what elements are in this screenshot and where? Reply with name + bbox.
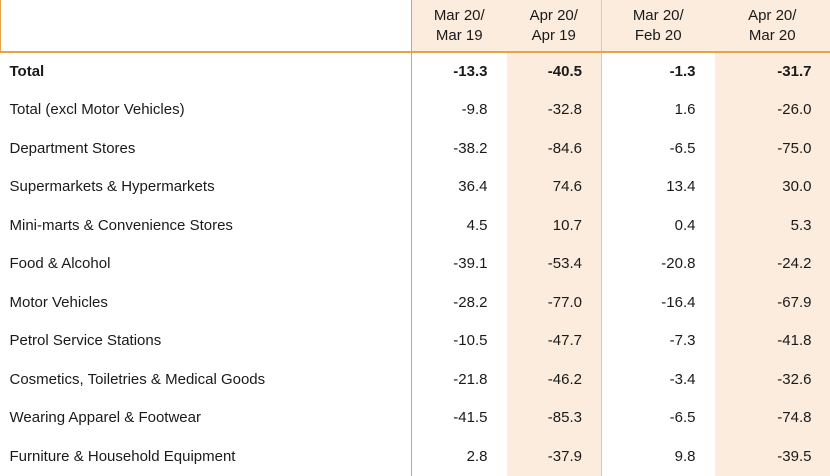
value-cell: -53.4 xyxy=(507,245,602,284)
table-row: Total-13.3-40.5-1.3-31.7 xyxy=(1,52,830,91)
value-cell: -37.9 xyxy=(507,437,602,476)
value-cell: 30.0 xyxy=(715,168,830,207)
value-cell: -1.3 xyxy=(602,52,715,91)
value-cell: -10.5 xyxy=(412,322,507,361)
value-cell: -47.7 xyxy=(507,322,602,361)
value-cell: 1.6 xyxy=(602,91,715,130)
value-cell: -38.2 xyxy=(412,129,507,168)
value-cell: -67.9 xyxy=(715,283,830,322)
value-cell: -16.4 xyxy=(602,283,715,322)
value-cell: -39.1 xyxy=(412,245,507,284)
value-cell: -13.3 xyxy=(412,52,507,91)
column-header-line: Apr 19 xyxy=(508,26,601,46)
column-header-line: Apr 20/ xyxy=(508,6,601,26)
value-cell: 5.3 xyxy=(715,206,830,245)
value-cell: -40.5 xyxy=(507,52,602,91)
value-cell: 74.6 xyxy=(507,168,602,207)
column-header-apr20-mar20: Apr 20/ Mar 20 xyxy=(715,0,830,52)
row-label: Furniture & Household Equipment xyxy=(1,437,412,476)
value-cell: 9.8 xyxy=(602,437,715,476)
column-header-line: Mar 20/ xyxy=(413,6,506,26)
value-cell: -32.6 xyxy=(715,360,830,399)
value-cell: -9.8 xyxy=(412,91,507,130)
table-row: Department Stores-38.2-84.6-6.5-75.0 xyxy=(1,129,830,168)
value-cell: -24.2 xyxy=(715,245,830,284)
header-row: Mar 20/ Mar 19 Apr 20/ Apr 19 Mar 20/ Fe… xyxy=(1,0,830,52)
row-label: Supermarkets & Hypermarkets xyxy=(1,168,412,207)
column-header-mar20-feb20: Mar 20/ Feb 20 xyxy=(602,0,715,52)
row-label: Mini-marts & Convenience Stores xyxy=(1,206,412,245)
column-header-line: Mar 20/ xyxy=(603,6,714,26)
value-cell: 36.4 xyxy=(412,168,507,207)
value-cell: -3.4 xyxy=(602,360,715,399)
value-cell: -26.0 xyxy=(715,91,830,130)
value-cell: 2.8 xyxy=(412,437,507,476)
value-cell: -7.3 xyxy=(602,322,715,361)
value-cell: -84.6 xyxy=(507,129,602,168)
column-header-apr20-apr19: Apr 20/ Apr 19 xyxy=(507,0,602,52)
value-cell: 4.5 xyxy=(412,206,507,245)
row-label: Food & Alcohol xyxy=(1,245,412,284)
value-cell: -39.5 xyxy=(715,437,830,476)
value-cell: 10.7 xyxy=(507,206,602,245)
table-header: Mar 20/ Mar 19 Apr 20/ Apr 19 Mar 20/ Fe… xyxy=(1,0,830,52)
value-cell: -75.0 xyxy=(715,129,830,168)
row-label: Wearing Apparel & Footwear xyxy=(1,399,412,438)
value-cell: -41.8 xyxy=(715,322,830,361)
value-cell: -74.8 xyxy=(715,399,830,438)
row-label: Department Stores xyxy=(1,129,412,168)
row-label: Petrol Service Stations xyxy=(1,322,412,361)
column-header-line: Feb 20 xyxy=(603,26,714,46)
value-cell: -85.3 xyxy=(507,399,602,438)
value-cell: -31.7 xyxy=(715,52,830,91)
value-cell: -77.0 xyxy=(507,283,602,322)
row-label: Cosmetics, Toiletries & Medical Goods xyxy=(1,360,412,399)
value-cell: 13.4 xyxy=(602,168,715,207)
table-row: Cosmetics, Toiletries & Medical Goods-21… xyxy=(1,360,830,399)
value-cell: -20.8 xyxy=(602,245,715,284)
table-row: Wearing Apparel & Footwear-41.5-85.3-6.5… xyxy=(1,399,830,438)
value-cell: -21.8 xyxy=(412,360,507,399)
column-header-mar20-mar19: Mar 20/ Mar 19 xyxy=(412,0,507,52)
value-cell: -28.2 xyxy=(412,283,507,322)
row-label: Total (excl Motor Vehicles) xyxy=(1,91,412,130)
column-header-line: Mar 20 xyxy=(716,26,830,46)
value-cell: -46.2 xyxy=(507,360,602,399)
column-header-line: Mar 19 xyxy=(413,26,506,46)
value-cell: -41.5 xyxy=(412,399,507,438)
value-cell: -6.5 xyxy=(602,399,715,438)
row-label: Total xyxy=(1,52,412,91)
table-row: Motor Vehicles-28.2-77.0-16.4-67.9 xyxy=(1,283,830,322)
value-cell: -6.5 xyxy=(602,129,715,168)
value-cell: -32.8 xyxy=(507,91,602,130)
table-row: Petrol Service Stations-10.5-47.7-7.3-41… xyxy=(1,322,830,361)
header-corner-cell xyxy=(1,0,412,52)
column-header-line: Apr 20/ xyxy=(716,6,830,26)
table-row: Food & Alcohol-39.1-53.4-20.8-24.2 xyxy=(1,245,830,284)
value-cell: 0.4 xyxy=(602,206,715,245)
row-label: Motor Vehicles xyxy=(1,283,412,322)
